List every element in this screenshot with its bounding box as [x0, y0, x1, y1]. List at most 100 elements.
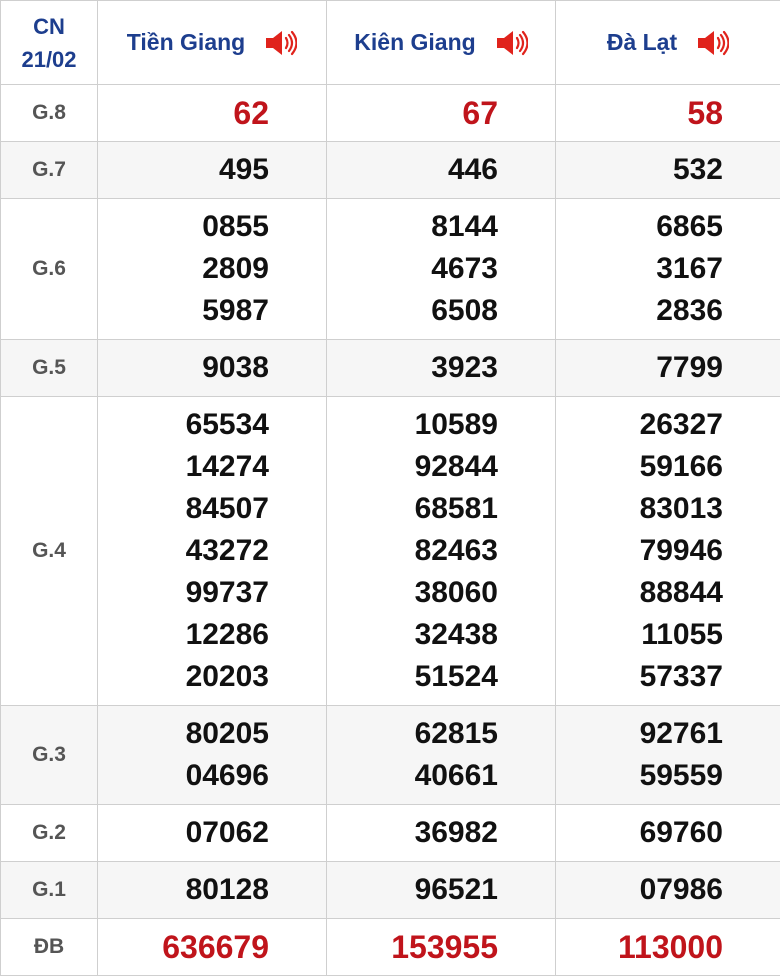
prize-number: 26327 [556, 404, 723, 446]
prize-number: 80128 [98, 869, 269, 911]
prize-number: 92761 [556, 713, 723, 755]
prize-label: G.3 [1, 706, 98, 805]
prize-label: G.6 [1, 199, 98, 340]
province-header: Kiên Giang [327, 1, 556, 85]
prize-cell: 636679 [98, 919, 327, 976]
prize-cell: 62 [98, 85, 327, 142]
speaker-icon[interactable] [263, 28, 297, 58]
prize-number: 84507 [98, 488, 269, 530]
prize-number: 04696 [98, 755, 269, 797]
prize-cell: 113000 [556, 919, 780, 976]
prize-number: 6865 [556, 206, 723, 248]
prize-label: G.1 [1, 862, 98, 919]
prize-number: 67 [327, 92, 498, 134]
prize-cell: 58 [556, 85, 780, 142]
prize-number: 446 [327, 149, 498, 191]
date-cell: CN 21/02 [1, 1, 98, 85]
prize-number: 80205 [98, 713, 269, 755]
prize-cell: 80128 [98, 862, 327, 919]
province-wrap: Tiền Giang [98, 28, 326, 58]
prize-cell: 153955 [327, 919, 556, 976]
prize-number: 7799 [556, 347, 723, 389]
prize-number: 62 [98, 92, 269, 134]
prize-number: 38060 [327, 572, 498, 614]
province-header: Tiền Giang [98, 1, 327, 85]
prize-number: 36982 [327, 812, 498, 854]
prize-number: 69760 [556, 812, 723, 854]
prize-cell: 7799 [556, 340, 780, 397]
prize-number: 12286 [98, 614, 269, 656]
prize-number: 153955 [327, 926, 498, 968]
prize-label: ĐB [1, 919, 98, 976]
prize-number: 4673 [327, 248, 498, 290]
prize-number: 59166 [556, 446, 723, 488]
prize-cell: 07062 [98, 805, 327, 862]
prize-number: 3167 [556, 248, 723, 290]
prize-number: 99737 [98, 572, 269, 614]
page: {"header": {"day": "CN", "date": "21/02"… [0, 0, 780, 947]
prize-number: 07986 [556, 869, 723, 911]
prize-number: 10589 [327, 404, 498, 446]
prize-cell: 495 [98, 142, 327, 199]
prize-cell: 532 [556, 142, 780, 199]
prize-number: 88844 [556, 572, 723, 614]
prize-number: 68581 [327, 488, 498, 530]
province-wrap: Đà Lạt [556, 28, 780, 58]
prize-number: 40661 [327, 755, 498, 797]
prize-number: 11055 [556, 614, 723, 656]
prize-number: 43272 [98, 530, 269, 572]
prize-number: 2809 [98, 248, 269, 290]
prize-cell: 96521 [327, 862, 556, 919]
date: 21/02 [1, 43, 97, 76]
prize-number: 58 [556, 92, 723, 134]
province-name: Tiền Giang [127, 29, 245, 56]
prize-number: 5987 [98, 290, 269, 332]
prize-number: 636679 [98, 926, 269, 968]
prize-number: 9038 [98, 347, 269, 389]
prize-number: 20203 [98, 656, 269, 698]
prize-number: 59559 [556, 755, 723, 797]
prize-number: 113000 [556, 926, 723, 968]
prize-number: 92844 [327, 446, 498, 488]
prize-number: 8144 [327, 206, 498, 248]
speaker-icon[interactable] [494, 28, 528, 58]
prize-number: 83013 [556, 488, 723, 530]
prize-number: 57337 [556, 656, 723, 698]
prize-label: G.4 [1, 397, 98, 706]
prize-cell: 9038 [98, 340, 327, 397]
prize-number: 51524 [327, 656, 498, 698]
day: CN [1, 10, 97, 43]
prize-number: 0855 [98, 206, 269, 248]
prize-label: G.8 [1, 85, 98, 142]
province-header: Đà Lạt [556, 1, 780, 85]
prize-number: 495 [98, 149, 269, 191]
prize-cell: 69760 [556, 805, 780, 862]
province-name: Đà Lạt [607, 29, 677, 56]
prize-number: 3923 [327, 347, 498, 389]
prize-cell: 3923 [327, 340, 556, 397]
prize-number: 82463 [327, 530, 498, 572]
prize-number: 62815 [327, 713, 498, 755]
prize-number: 32438 [327, 614, 498, 656]
prize-cell: 07986 [556, 862, 780, 919]
prize-number: 532 [556, 149, 723, 191]
prize-cell: 36982 [327, 805, 556, 862]
speaker-icon[interactable] [695, 28, 729, 58]
province-wrap: Kiên Giang [327, 28, 555, 58]
